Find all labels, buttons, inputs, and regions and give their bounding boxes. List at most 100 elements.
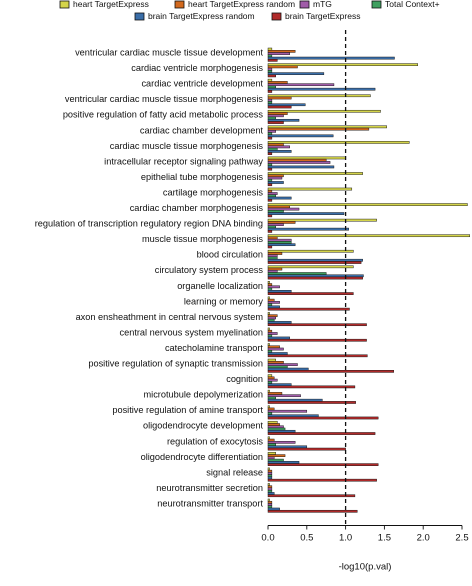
category-label: signal release bbox=[206, 467, 263, 477]
bar bbox=[267, 267, 283, 271]
bar bbox=[267, 72, 325, 75]
bar bbox=[267, 396, 276, 400]
bar bbox=[267, 456, 275, 460]
bar bbox=[267, 136, 273, 140]
bar bbox=[267, 147, 278, 151]
category-label: cognition bbox=[226, 374, 263, 384]
bar bbox=[267, 252, 283, 255]
category-label: positive regulation of synaptic transmis… bbox=[88, 359, 263, 369]
bar bbox=[267, 427, 286, 431]
bar bbox=[267, 281, 270, 284]
bar bbox=[267, 483, 270, 486]
category-labels: ventricular cardiac muscle tissue develo… bbox=[35, 48, 264, 509]
bar bbox=[267, 265, 354, 269]
bar bbox=[267, 165, 335, 169]
legend-swatch bbox=[59, 0, 70, 9]
bar bbox=[267, 443, 276, 446]
bar bbox=[267, 329, 273, 333]
bar bbox=[267, 303, 273, 306]
bar bbox=[267, 101, 273, 104]
bar bbox=[267, 358, 276, 362]
bar bbox=[267, 74, 276, 78]
bar bbox=[267, 223, 284, 226]
bar bbox=[267, 345, 280, 349]
category-label: cardiac ventricle development bbox=[141, 79, 263, 89]
legend-label: heart TargetExpress random bbox=[188, 0, 295, 9]
bar bbox=[267, 203, 468, 206]
bar bbox=[267, 210, 284, 213]
bar bbox=[267, 385, 356, 389]
bar bbox=[267, 189, 273, 193]
bar bbox=[267, 365, 288, 369]
bar bbox=[267, 287, 273, 291]
bar bbox=[267, 414, 319, 418]
legend-label: brain TargetExpress random bbox=[148, 11, 255, 21]
bar bbox=[267, 52, 290, 55]
bar bbox=[267, 389, 270, 393]
bar bbox=[267, 429, 296, 433]
legend-item: Total Context+ bbox=[371, 0, 440, 9]
bar bbox=[267, 225, 276, 229]
bar bbox=[267, 218, 377, 222]
bar bbox=[267, 472, 273, 475]
bar bbox=[267, 363, 298, 366]
x-tick-label: 2.0 bbox=[417, 533, 430, 544]
bar bbox=[267, 461, 300, 464]
bar bbox=[267, 432, 376, 435]
bar bbox=[267, 452, 276, 455]
bar bbox=[267, 47, 273, 51]
bar bbox=[267, 156, 346, 160]
bar bbox=[267, 83, 335, 87]
legend-swatch bbox=[174, 0, 185, 9]
bar bbox=[267, 498, 270, 502]
bar bbox=[267, 469, 273, 473]
category-label: catecholamine transport bbox=[165, 343, 263, 353]
bar bbox=[267, 323, 367, 327]
category-label: regulation of transcription regulatory r… bbox=[35, 219, 263, 229]
bar bbox=[267, 145, 290, 149]
bar bbox=[267, 196, 292, 200]
bar bbox=[267, 174, 284, 178]
bar bbox=[267, 192, 278, 195]
bar bbox=[267, 383, 292, 386]
category-label: ventricular cardiac muscle tissue develo… bbox=[75, 48, 263, 58]
bar bbox=[267, 305, 280, 309]
bar bbox=[267, 352, 288, 355]
bar bbox=[267, 254, 278, 258]
bar bbox=[267, 96, 292, 100]
bar bbox=[267, 458, 284, 462]
bar bbox=[267, 243, 296, 247]
bar bbox=[267, 116, 276, 120]
bar bbox=[267, 181, 284, 184]
x-tick-label: 0.0 bbox=[261, 533, 274, 544]
bar bbox=[267, 50, 296, 53]
bar bbox=[267, 336, 290, 340]
bar bbox=[267, 321, 292, 324]
bar bbox=[267, 212, 345, 215]
bar bbox=[267, 227, 349, 231]
bar bbox=[267, 230, 273, 233]
legend-swatch bbox=[371, 0, 382, 9]
category-label: regulation of exocytosis bbox=[167, 436, 263, 446]
bar bbox=[267, 318, 275, 322]
bar bbox=[267, 187, 353, 191]
bar bbox=[267, 381, 273, 384]
bar bbox=[267, 85, 276, 89]
bar bbox=[267, 401, 356, 404]
bar bbox=[267, 327, 270, 331]
bar bbox=[267, 105, 292, 109]
bar bbox=[267, 81, 288, 84]
bar bbox=[267, 285, 280, 289]
bar bbox=[267, 489, 273, 493]
bar bbox=[267, 338, 367, 342]
bar bbox=[267, 292, 354, 295]
bar bbox=[267, 90, 273, 93]
category-label: muscle tissue morphogenesis bbox=[142, 234, 263, 244]
bar bbox=[267, 509, 358, 513]
category-label: cartilage morphogenesis bbox=[163, 188, 264, 198]
category-label: cardiac muscle tissue morphogenesis bbox=[110, 141, 264, 151]
category-label: organelle localization bbox=[177, 281, 263, 291]
bar bbox=[267, 118, 300, 122]
x-tick-label: 1.0 bbox=[339, 533, 352, 544]
bar bbox=[267, 420, 278, 424]
